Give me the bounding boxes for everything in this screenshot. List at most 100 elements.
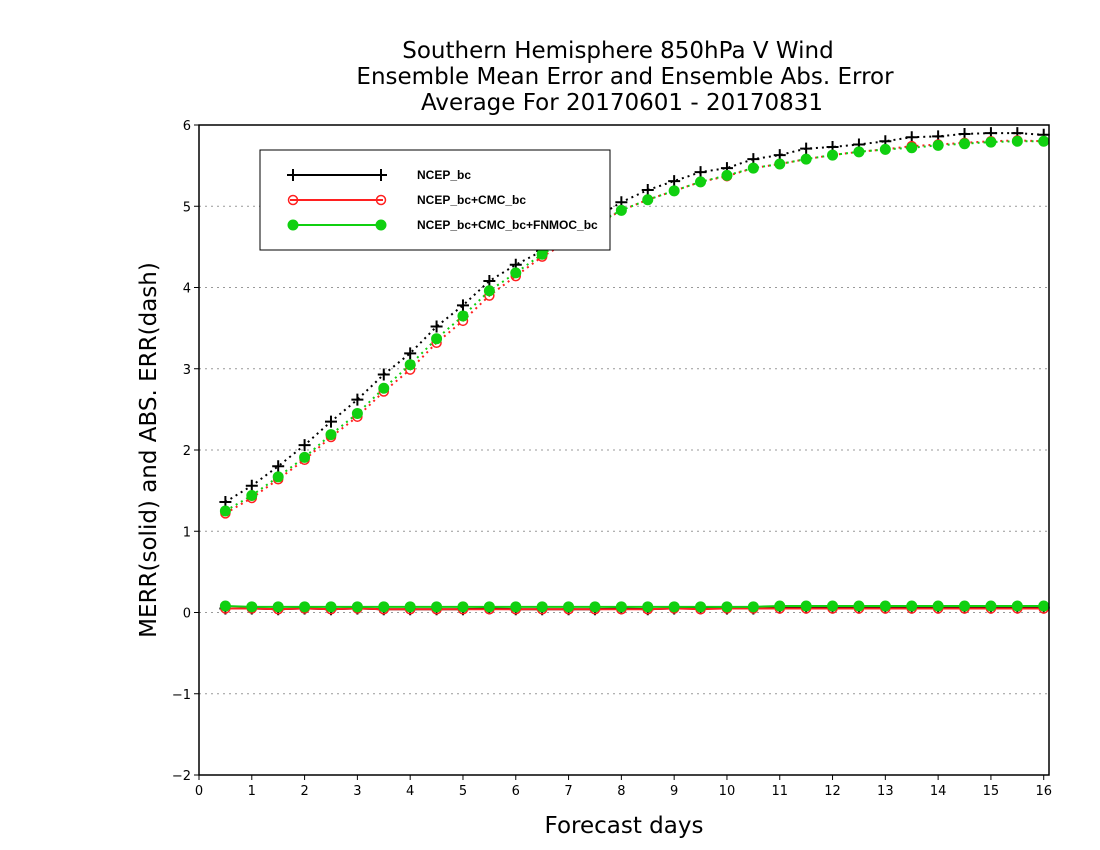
abs-error-point (272, 460, 285, 473)
mean-error-point (668, 601, 680, 613)
x-tick-label: 4 (406, 784, 414, 799)
mean-error-point (536, 601, 548, 613)
legend-swatch-marker (375, 169, 387, 181)
abs-error-point (456, 299, 469, 312)
x-tick-label: 11 (771, 784, 788, 799)
abs-error-point (457, 310, 469, 322)
abs-error-point (853, 146, 865, 158)
abs-error-point (510, 267, 522, 279)
mean-error-point (932, 600, 944, 612)
mean-error-point (1011, 600, 1023, 612)
chart-title-line-2: Ensemble Mean Error and Ensemble Abs. Er… (356, 64, 894, 90)
mean-error-point (721, 601, 733, 613)
mean-error-point (510, 601, 522, 613)
mean-error-point (615, 601, 627, 613)
x-tick-label: 2 (300, 784, 308, 799)
legend-swatch-marker (287, 219, 299, 231)
mean-error-point (563, 601, 575, 613)
legend-swatch-marker (287, 194, 299, 206)
mean-error-point (827, 600, 839, 612)
x-tick-label: 8 (617, 784, 625, 799)
legend-swatch-marker (375, 194, 387, 206)
mean-error-point (906, 600, 918, 612)
mean-error-point (404, 601, 416, 613)
abs-error-point (985, 136, 997, 148)
x-tick-label: 10 (719, 784, 736, 799)
x-tick-label: 6 (512, 784, 520, 799)
abs-error-point (906, 142, 918, 154)
abs-error-point (642, 194, 654, 206)
x-axis-label: Forecast days (545, 813, 704, 839)
mean-error-point (589, 601, 601, 613)
mean-error-point (642, 601, 654, 613)
abs-error-point (641, 184, 654, 196)
mean-error-point (1038, 600, 1050, 612)
x-tick-label: 14 (930, 784, 947, 799)
y-tick-label: 4 (183, 282, 191, 297)
x-tick-label: 13 (877, 784, 894, 799)
abs-error-point (245, 479, 258, 492)
y-tick-label: 3 (183, 363, 191, 378)
abs-error-point (879, 143, 891, 155)
abs-error-point (298, 439, 311, 452)
abs-error-point (1038, 135, 1050, 147)
abs-error-point (827, 149, 839, 161)
abs-error-point (351, 407, 363, 419)
abs-error-point (431, 333, 443, 345)
mean-error-point (431, 601, 443, 613)
y-axis-label: MERR(solid) and ABS. ERR(dash) (136, 262, 162, 638)
abs-error-point (324, 415, 337, 428)
legend-label: NCEP_bc+CMC_bc (417, 193, 526, 207)
abs-error-point (377, 368, 390, 381)
x-tick-label: 3 (353, 784, 361, 799)
chart-title-line-1: Southern Hemisphere 850hPa V Wind (402, 38, 833, 64)
mean-error-point (774, 600, 786, 612)
y-tick-label: 0 (183, 607, 191, 622)
abs-error-point (536, 248, 548, 260)
chart-title-line-3: Average For 20170601 - 20170831 (421, 90, 823, 116)
grid-lines (199, 205, 1049, 695)
mean-error-line (225, 605, 1044, 608)
x-tick-label: 9 (670, 784, 678, 799)
legend-label: NCEP_bc+CMC_bc+FNMOC_bc (417, 218, 598, 232)
mean-error-point (246, 601, 258, 613)
mean-error-point (219, 600, 231, 612)
x-tick-label: 5 (459, 784, 467, 799)
mean-error-point (747, 601, 759, 613)
x-tick-label: 15 (983, 784, 1000, 799)
x-tick-label: 7 (564, 784, 572, 799)
abs-error-point (1011, 135, 1023, 147)
y-tick-label: 6 (183, 119, 191, 134)
abs-error-point (378, 382, 390, 394)
mean-error-point (959, 600, 971, 612)
abs-error-point (404, 359, 416, 371)
abs-error-point (959, 138, 971, 150)
mean-error-point (457, 601, 469, 613)
y-tick-label: 2 (183, 444, 191, 459)
abs-error-point (932, 139, 944, 151)
mean-error-point (378, 601, 390, 613)
abs-error-point (721, 169, 733, 181)
plot-series (219, 127, 1050, 616)
abs-error-point (668, 175, 681, 188)
mean-error-point (853, 600, 865, 612)
x-tick-label: 0 (195, 784, 203, 799)
abs-error-point (430, 320, 443, 333)
legend: NCEP_bc NCEP_bc+CMC_bc NCEP_bc+CMC_bc+FNMO… (259, 149, 611, 251)
abs-error-point (404, 347, 417, 360)
mean-error-point (985, 600, 997, 612)
abs-error-point (800, 142, 813, 155)
abs-error-point (800, 153, 812, 165)
mean-error-point (695, 601, 707, 613)
abs-error-point (483, 275, 496, 287)
abs-error-point (668, 185, 680, 197)
mean-error-point (351, 601, 363, 613)
chart-title: Southern Hemisphere 850hPa V Wind Ensemb… (356, 38, 894, 116)
abs-error-point (483, 285, 495, 297)
abs-error-point (351, 393, 364, 406)
abs-error-point (219, 505, 231, 517)
mean-error-line (225, 607, 1044, 611)
x-tick-label: 16 (1035, 784, 1052, 799)
